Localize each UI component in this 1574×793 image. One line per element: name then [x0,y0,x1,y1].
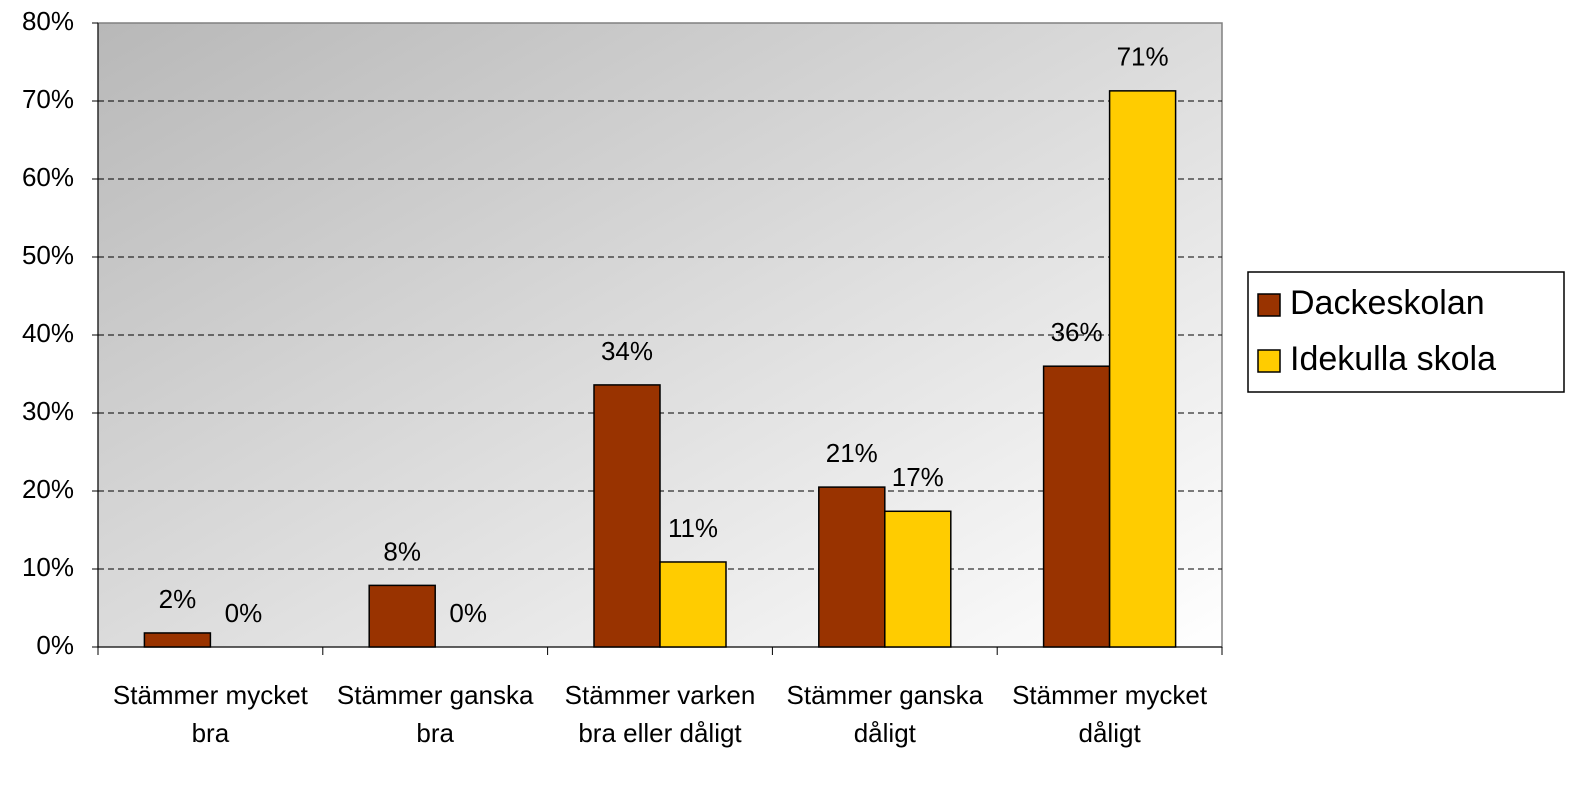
y-tick-label: 70% [22,84,74,114]
legend-box [1247,271,1565,393]
data-label: 0% [225,598,263,628]
data-label: 21% [826,438,878,468]
data-label: 8% [383,536,421,566]
bar [884,510,952,648]
y-tick-label: 50% [22,240,74,270]
y-tick-label: 60% [22,162,74,192]
data-label: 17% [892,462,944,492]
bar [593,384,661,648]
y-tick-label: 20% [22,474,74,504]
x-tick-label: Stämmer varken bra eller dåligt [564,680,756,748]
bar [143,632,212,648]
data-label: 0% [449,598,487,628]
x-tick-label: Stämmer ganska dåligt [786,680,984,748]
y-tick-label: 30% [22,396,74,426]
x-tick-label: Stämmer mycket bra [112,680,308,748]
y-tick-label: 80% [22,6,74,36]
legend-label: Idekulla skola [1290,340,1496,378]
data-label: 11% [668,513,718,543]
bar [659,561,727,648]
legend-swatch [1257,349,1281,373]
y-tick-label: 40% [22,318,74,348]
data-label: 36% [1051,317,1103,347]
x-tick-label: Stämmer mycket dåligt [1012,680,1208,748]
y-tick-label: 10% [22,552,74,582]
x-tick-label: Stämmer ganska bra [336,680,534,748]
data-label: 34% [601,336,653,366]
bar [1108,90,1177,648]
data-label: 71% [1117,42,1169,72]
bar [368,584,436,648]
y-tick-label: 0% [36,630,74,660]
legend-label: Dackeskolan [1290,284,1485,322]
legend-swatch [1257,293,1281,317]
data-label: 2% [159,584,197,614]
bar [818,486,886,648]
bar [1042,365,1111,648]
